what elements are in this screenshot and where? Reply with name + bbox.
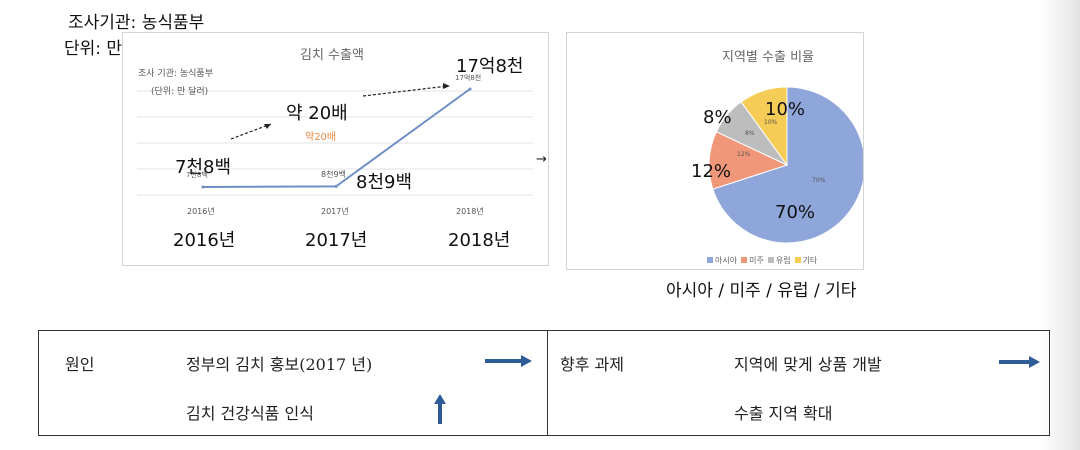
legend-swatch (707, 257, 713, 263)
value-label-2016-small: 7천8백 (186, 171, 208, 179)
pie-small-label-americas: 12% (737, 151, 751, 158)
line-point-2 (334, 184, 338, 188)
legend-label: 유럽 (775, 255, 791, 265)
pie-label-europe: 8% (703, 107, 732, 128)
growth-label-small: 약20배 (305, 132, 337, 143)
cause-label: 원인 (65, 355, 95, 374)
value-label-2018: 17억8천 (456, 56, 524, 77)
pie-slice-other (740, 86, 788, 167)
cause-item-1: 정부의 김치 홍보(2017 년) (186, 355, 373, 374)
value-label-2016: 7천8백 (175, 157, 232, 178)
x-tick-small-2016: 2016년 (187, 207, 215, 216)
legend-label: 아시아 (715, 255, 738, 265)
dashed-growth-arrow-1 (230, 123, 272, 140)
x-tick-2017: 2017년 (305, 230, 368, 251)
pie-legend: 아시아 미주 유럽 기타 (707, 248, 821, 267)
growth-label: 약 20배 (286, 103, 348, 124)
x-tick-2018: 2018년 (448, 230, 511, 251)
value-label-2017: 8천9백 (356, 172, 413, 193)
pie-label-asia: 70% (775, 202, 816, 223)
right-arrow-icon-2 (999, 356, 1040, 368)
future-task-label: 향후 과제 (560, 355, 624, 374)
dashed-growth-arrow-1-head (264, 124, 271, 129)
future-item-1: 지역에 맞게 상품 개발 (734, 355, 882, 374)
legend-swatch (794, 257, 801, 263)
cause-item-2: 김치 건강식품 인식 (186, 404, 314, 423)
value-label-2018-small: 17억8천 (455, 74, 482, 82)
line-point-3 (468, 87, 472, 91)
legend-swatch (767, 257, 774, 263)
inner-survey-org: 조사 기관: 농식품부 (138, 69, 213, 79)
pie-chart-panel: 지역별 수출 비율 10% 8% 12% 70% 10% 8% 12% 70% … (566, 32, 864, 270)
pie-caption: 아시아 / 미주 / 유럽 / 기타 (666, 281, 857, 301)
legend-label: 기타 (802, 255, 818, 265)
connector-arrow: → (536, 152, 547, 167)
pie-label-other: 10% (765, 99, 806, 120)
line-point-1 (201, 185, 205, 189)
x-tick-2016: 2016년 (173, 230, 236, 251)
table-divider (547, 331, 548, 435)
future-item-2: 수출 지역 확대 (734, 404, 833, 423)
note-survey-org: 조사기관: 농식품부 (68, 13, 205, 33)
up-arrow-icon (434, 394, 446, 424)
line-chart-canvas (137, 83, 533, 196)
pie-small-label-europe: 8% (745, 130, 755, 137)
right-arrow-icon (485, 355, 532, 367)
dashed-growth-arrow-2 (362, 85, 449, 97)
pie-small-label-other: 10% (764, 119, 778, 126)
legend-label: 미주 (749, 255, 764, 265)
legend-item-asia: 아시아 (707, 255, 737, 266)
page-edge-shade (1040, 0, 1080, 450)
value-label-2017-small: 8천9백 (321, 170, 346, 179)
pie-chart-title: 지역별 수출 비율 (722, 50, 814, 65)
legend-item-other: 기타 (794, 255, 818, 266)
pie-small-label-asia: 70% (812, 177, 826, 184)
pie-label-americas: 12% (691, 161, 732, 182)
line-chart-title: 김치 수출액 (300, 48, 364, 63)
legend-item-americas: 미주 (741, 255, 764, 266)
legend-swatch (741, 257, 748, 263)
summary-table: 원인 정부의 김치 홍보(2017 년) 김치 건강식품 인식 향후 과제 지역… (38, 330, 1050, 436)
dashed-growth-arrow-2-head (443, 83, 450, 89)
inner-unit: (단위: 만 달러) (151, 87, 209, 97)
pie-chart-canvas (708, 86, 863, 244)
line-chart-panel: 김치 수출액 조사 기관: 농식품부 (단위: 만 달러) 약 20배 약20배… (122, 32, 549, 266)
x-tick-small-2017: 2017년 (321, 207, 349, 216)
legend-item-europe: 유럽 (767, 255, 791, 266)
x-tick-small-2018: 2018년 (456, 207, 484, 216)
